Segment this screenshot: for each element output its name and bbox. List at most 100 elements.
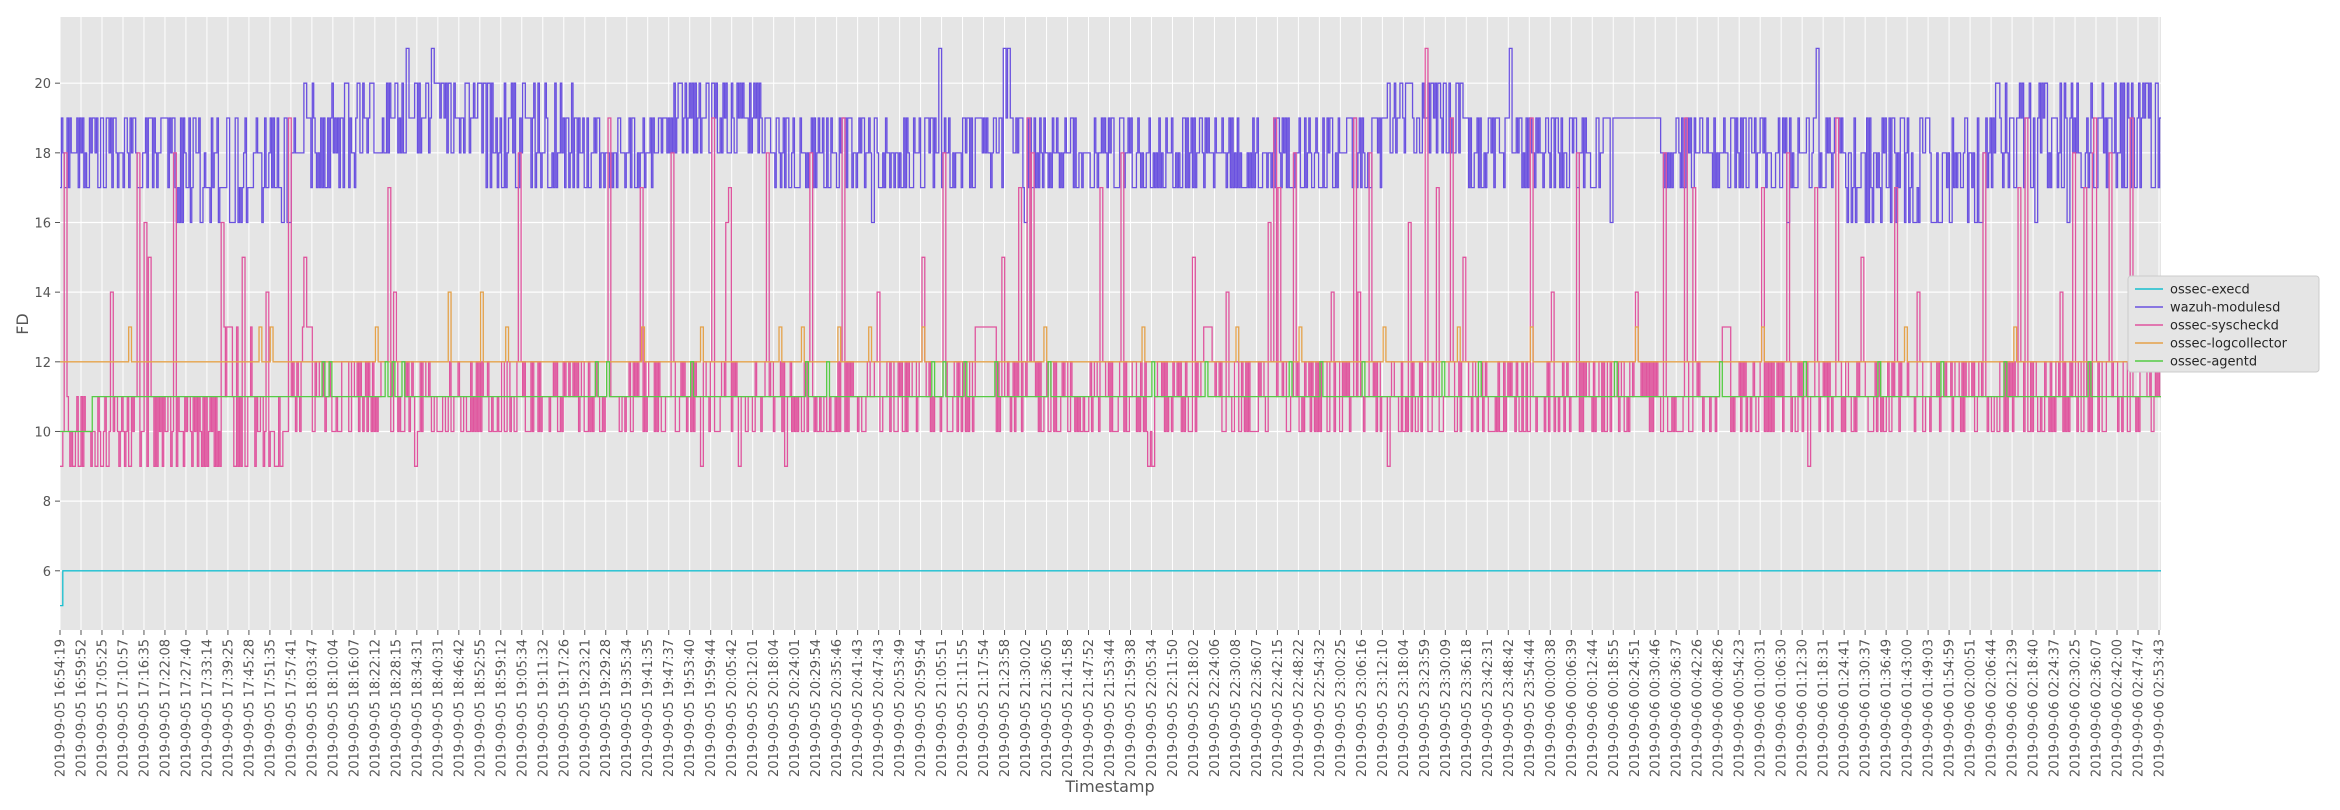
x-tick-label: 2019-09-06 00:42:26 (1691, 639, 1706, 777)
x-tick-label: 2019-09-05 18:46:42 (452, 639, 467, 777)
x-tick-label: 2019-09-05 18:40:31 (431, 639, 446, 777)
x-tick-label: 2019-09-05 21:41:58 (1061, 639, 1076, 777)
legend: ossec-execd wazuh-modulesd ossec-syscheckd… (2127, 275, 2320, 373)
x-tick-label: 2019-09-05 17:22:08 (158, 639, 173, 777)
x-tick-label: 2019-09-05 17:16:35 (137, 639, 152, 777)
x-tick-label: 2019-09-05 18:59:12 (494, 639, 509, 777)
legend-box (2127, 275, 2320, 373)
x-tick-label: 2019-09-06 00:30:46 (1649, 639, 1664, 777)
y-axis: 6 8 10 12 14 16 18 20 (34, 77, 60, 580)
x-tick-label: 2019-09-05 20:53:49 (893, 639, 908, 777)
x-tick-label: 2019-09-05 23:36:18 (1460, 639, 1475, 777)
x-tick-label: 2019-09-05 20:35:46 (830, 639, 845, 777)
legend-label-wazuh-modulesd: wazuh-modulesd (2170, 301, 2280, 316)
series-line-ossec-logcollector (60, 291, 2161, 363)
x-tick-label: 2019-09-05 20:59:54 (914, 639, 929, 777)
x-tick-label: 2019-09-05 19:35:34 (620, 639, 635, 777)
x-tick-label: 2019-09-06 02:12:39 (2006, 639, 2021, 777)
x-tick-label: 2019-09-05 23:23:59 (1418, 639, 1433, 777)
x-tick-label: 2019-09-05 23:48:42 (1502, 639, 1517, 777)
x-tick-label: 2019-09-05 19:11:32 (536, 639, 551, 777)
x-tick-label: 2019-09-05 21:05:51 (935, 639, 950, 777)
x-tick-label: 2019-09-05 23:30:09 (1439, 639, 1454, 777)
x-tick-label: 2019-09-05 19:05:34 (515, 639, 530, 777)
x-tick-label: 2019-09-06 02:24:37 (2048, 639, 2063, 777)
x-tick-label: 2019-09-06 00:12:44 (1586, 639, 1601, 777)
x-tick-label: 2019-09-05 17:05:25 (95, 639, 110, 777)
x-tick-label: 2019-09-05 21:36:05 (1040, 639, 1055, 777)
x-tick-label: 2019-09-05 22:42:15 (1271, 639, 1286, 777)
x-tick-label: 2019-09-05 23:42:31 (1481, 639, 1496, 777)
x-tick-label: 2019-09-05 19:17:26 (557, 639, 572, 777)
x-tick-label: 2019-09-05 20:29:54 (809, 639, 824, 777)
x-tick-label: 2019-09-05 20:41:43 (851, 639, 866, 777)
x-tick-label: 2019-09-06 00:06:39 (1565, 639, 1580, 777)
y-tick-label: 14 (34, 286, 51, 301)
x-tick-label: 2019-09-05 22:05:34 (1145, 639, 1160, 777)
x-tick-label: 2019-09-05 19:47:37 (662, 639, 677, 777)
x-tick-label: 2019-09-05 19:29:28 (599, 639, 614, 777)
series-line-wazuh-modulesd (60, 47, 2161, 224)
x-tick-label: 2019-09-05 21:17:54 (977, 639, 992, 777)
x-tick-label: 2019-09-06 01:00:31 (1754, 639, 1769, 777)
x-tick-label: 2019-09-05 20:47:43 (872, 639, 887, 777)
series-line-ossec-execd (60, 570, 2161, 607)
x-tick-label: 2019-09-06 02:47:47 (2132, 639, 2147, 777)
x-tick-label: 2019-09-05 23:06:16 (1355, 639, 1370, 777)
series-line-ossec-agentd (60, 361, 2161, 433)
legend-label-ossec-syscheckd: ossec-syscheckd (2170, 319, 2279, 334)
x-tick-label: 2019-09-06 01:30:37 (1859, 639, 1874, 777)
x-tick-label: 2019-09-05 17:39:25 (221, 639, 236, 777)
x-tick-label: 2019-09-06 01:49:03 (1922, 639, 1937, 777)
x-tick-label: 2019-09-05 17:45:28 (242, 639, 257, 777)
x-tick-label: 2019-09-05 22:18:02 (1187, 639, 1202, 777)
x-tick-label: 2019-09-05 20:05:42 (725, 639, 740, 777)
x-tick-label: 2019-09-05 22:30:08 (1229, 639, 1244, 777)
x-tick-label: 2019-09-05 21:53:44 (1103, 639, 1118, 777)
x-tick-label: 2019-09-05 19:59:44 (704, 639, 719, 777)
x-tick-label: 2019-09-06 00:48:26 (1712, 639, 1727, 777)
x-tick-label: 2019-09-06 00:54:23 (1733, 639, 1748, 777)
x-tick-label: 2019-09-06 02:42:00 (2111, 639, 2126, 777)
x-tick-label: 2019-09-05 18:22:12 (368, 639, 383, 777)
x-tick-label: 2019-09-05 17:33:14 (200, 639, 215, 777)
x-tick-label: 2019-09-05 19:23:21 (578, 639, 593, 777)
y-tick-label: 10 (34, 425, 51, 440)
legend-label-ossec-logcollector: ossec-logcollector (2170, 337, 2288, 352)
x-tick-label: 2019-09-05 16:54:19 (54, 639, 69, 777)
x-tick-label: 2019-09-05 23:12:10 (1376, 639, 1391, 777)
x-axis-title: Timestamp (1064, 777, 1154, 796)
x-tick-label: 2019-09-05 21:59:38 (1124, 639, 1139, 777)
x-tick-label: 2019-09-06 01:54:59 (1943, 639, 1958, 777)
x-tick-label: 2019-09-05 22:54:32 (1313, 639, 1328, 777)
x-tick-label: 2019-09-05 18:03:47 (305, 639, 320, 777)
x-tick-label: 2019-09-05 19:53:40 (683, 639, 698, 777)
x-tick-label: 2019-09-05 21:30:02 (1019, 639, 1034, 777)
y-tick-label: 18 (34, 147, 51, 162)
x-tick-label: 2019-09-06 01:24:41 (1838, 639, 1853, 777)
y-axis-title: FD (13, 313, 32, 335)
x-tick-label: 2019-09-05 17:10:57 (116, 639, 131, 777)
x-tick-label: 2019-09-06 02:30:25 (2069, 639, 2084, 777)
y-tick-label: 12 (34, 356, 51, 371)
x-tick-label: 2019-09-05 20:18:04 (767, 639, 782, 777)
x-tick-label: 2019-09-05 20:12:01 (746, 639, 761, 777)
x-tick-label: 2019-09-05 16:59:52 (74, 639, 89, 777)
x-tick-label: 2019-09-05 23:00:25 (1334, 639, 1349, 777)
x-tick-label: 2019-09-05 21:11:55 (956, 639, 971, 777)
x-tick-label: 2019-09-05 21:47:52 (1082, 639, 1097, 777)
y-tick-label: 8 (43, 495, 51, 510)
x-tick-label: 2019-09-05 23:18:04 (1397, 639, 1412, 777)
x-tick-label: 2019-09-05 22:48:22 (1292, 639, 1307, 777)
x-tick-label: 2019-09-05 18:16:07 (347, 639, 362, 777)
x-tick-label: 2019-09-05 20:24:01 (788, 639, 803, 777)
x-tick-label: 2019-09-05 22:11:50 (1166, 639, 1181, 777)
x-tick-label: 2019-09-06 01:36:49 (1880, 639, 1895, 777)
x-axis: 2019-09-05 16:54:19 2019-09-05 16:59:52 20… (54, 630, 2168, 777)
x-tick-label: 2019-09-05 22:36:07 (1250, 639, 1265, 777)
x-tick-label: 2019-09-06 02:36:07 (2090, 639, 2105, 777)
x-tick-label: 2019-09-06 02:53:43 (2153, 639, 2168, 777)
x-tick-label: 2019-09-06 00:24:51 (1628, 639, 1643, 777)
series-lines (60, 47, 2161, 607)
